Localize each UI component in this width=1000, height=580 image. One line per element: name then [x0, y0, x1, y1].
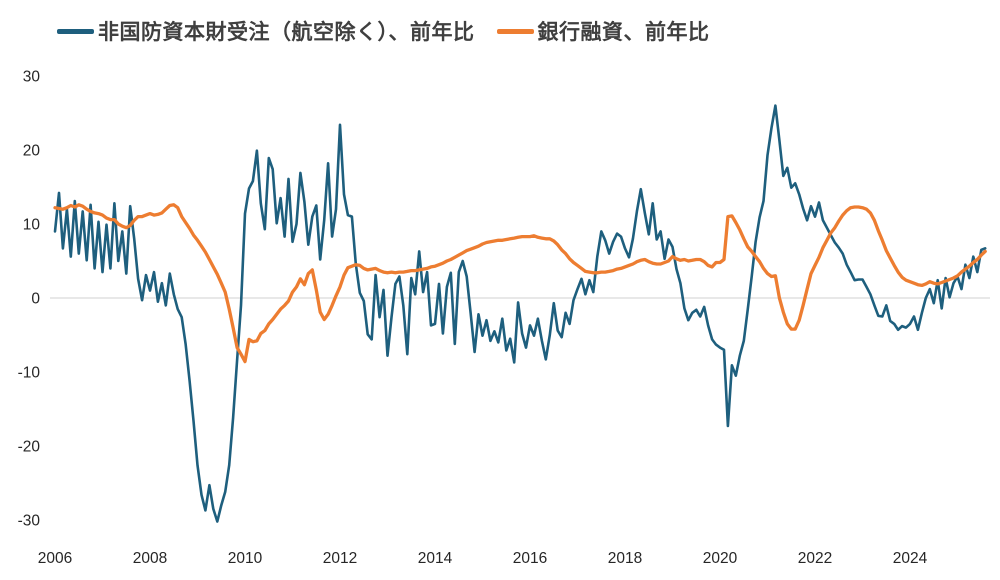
y-axis-tick-label: -20 [18, 439, 41, 456]
x-axis-tick-label: 2010 [228, 550, 263, 567]
series2-color-swatch-icon [496, 28, 534, 34]
legend-label-bank-lending: 銀行融資、前年比 [537, 21, 710, 44]
x-axis-tick-label: 2006 [38, 550, 72, 567]
y-axis-tick-label: -30 [18, 513, 41, 530]
y-axis-tick-label: 30 [23, 69, 41, 86]
series-line-capital-goods-orders [53, 104, 987, 523]
x-axis-tick-label: 2014 [418, 550, 453, 567]
x-axis-tick-label: 2016 [513, 550, 547, 567]
x-axis-tick-label: 2022 [798, 550, 832, 567]
chart-legend: 非国防資本財受注（航空除く）、前年比 銀行融資、前年比 [57, 16, 987, 46]
series-line-bank-lending [53, 203, 987, 364]
x-axis-tick-label: 2018 [608, 550, 642, 567]
y-axis-tick-label: 0 [31, 291, 40, 308]
x-axis-tick-label: 2020 [703, 550, 738, 567]
x-axis-tick-label: 2012 [323, 550, 357, 567]
x-axis-tick-label: 2008 [133, 550, 167, 567]
legend-label-capital-goods-orders: 非国防資本財受注（航空除く）、前年比 [98, 21, 475, 44]
y-axis-tick-label: 10 [23, 217, 41, 234]
legend-item-capital-goods-orders: 非国防資本財受注（航空除く）、前年比 [57, 16, 475, 46]
series1-color-swatch-icon [57, 28, 94, 34]
y-axis-tick-label: 20 [23, 143, 41, 160]
legend-item-bank-lending: 銀行融資、前年比 [496, 16, 710, 46]
x-axis-tick-label: 2024 [893, 550, 928, 567]
y-axis-tick-label: -10 [18, 365, 41, 382]
